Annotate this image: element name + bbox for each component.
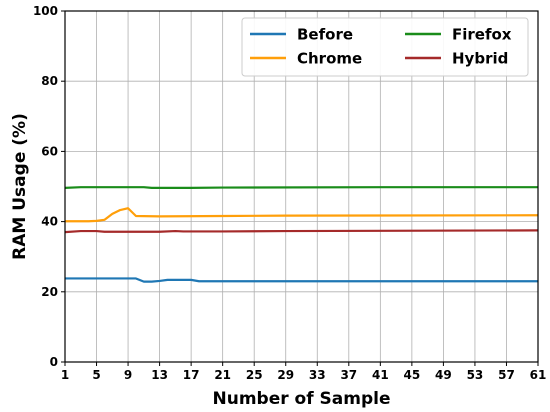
series-line-hybrid (64, 229, 539, 234)
x-tick-label: 13 (151, 368, 168, 382)
tick-labels: 1 5 9 13 17 21 25 29 33 37 41 45 49 53 57 61 0 20 40 60 80 10… (33, 4, 546, 382)
legend-label-before: Before (297, 26, 353, 44)
x-tick-label: 41 (372, 368, 389, 382)
legend-label-chrome: Chrome (297, 50, 362, 68)
plot-area-frame (64, 10, 539, 363)
x-tick-label: 57 (498, 368, 515, 382)
y-tick-label: 0 (50, 355, 58, 369)
series-lines (64, 186, 539, 283)
x-tick-label: 9 (124, 368, 132, 382)
series-line-firefox (64, 186, 538, 189)
x-tick-label: 61 (530, 368, 547, 382)
axis-ticks (61, 10, 539, 366)
x-tick-label: 45 (404, 368, 421, 382)
x-tick-label: 33 (309, 368, 326, 382)
x-tick-label: 5 (92, 368, 100, 382)
x-axis-label: Number of Sample (213, 389, 391, 409)
x-tick-label: 29 (277, 368, 294, 382)
x-tick-label: 21 (214, 368, 231, 382)
x-tick-label: 17 (183, 368, 200, 382)
x-tick-label: 1 (61, 368, 69, 382)
y-tick-label: 20 (41, 285, 58, 299)
x-tick-label: 37 (340, 368, 357, 382)
x-tick-label: 25 (246, 368, 263, 382)
y-tick-label: 60 (41, 144, 58, 158)
y-tick-label: 40 (41, 215, 58, 229)
series-line-chrome (65, 207, 539, 223)
x-tick-label: 49 (435, 368, 452, 382)
legend-label-firefox: Firefox (452, 26, 512, 44)
y-axis-label: RAM Usage (%) (10, 113, 30, 260)
y-tick-label: 80 (41, 74, 58, 88)
y-tick-label: 100 (33, 4, 58, 18)
legend-box (241, 17, 529, 77)
legend: Before Chrome Firefox Hybrid (241, 17, 529, 77)
series-line-before (65, 277, 538, 283)
x-tick-label: 53 (467, 368, 484, 382)
legend-label-hybrid: Hybrid (452, 50, 508, 68)
